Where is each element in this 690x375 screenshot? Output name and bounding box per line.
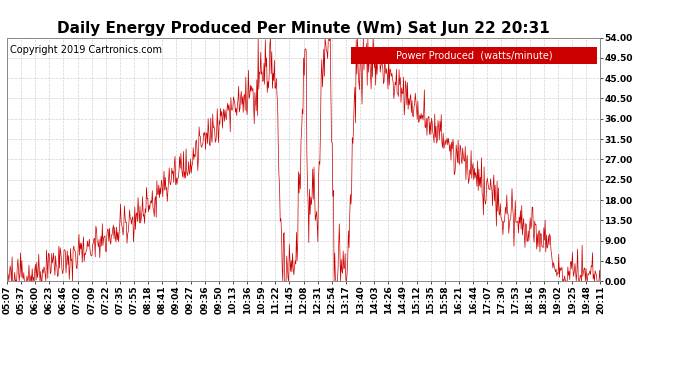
Title: Daily Energy Produced Per Minute (Wm) Sat Jun 22 20:31: Daily Energy Produced Per Minute (Wm) Sa… — [57, 21, 550, 36]
Text: Copyright 2019 Cartronics.com: Copyright 2019 Cartronics.com — [10, 45, 162, 55]
